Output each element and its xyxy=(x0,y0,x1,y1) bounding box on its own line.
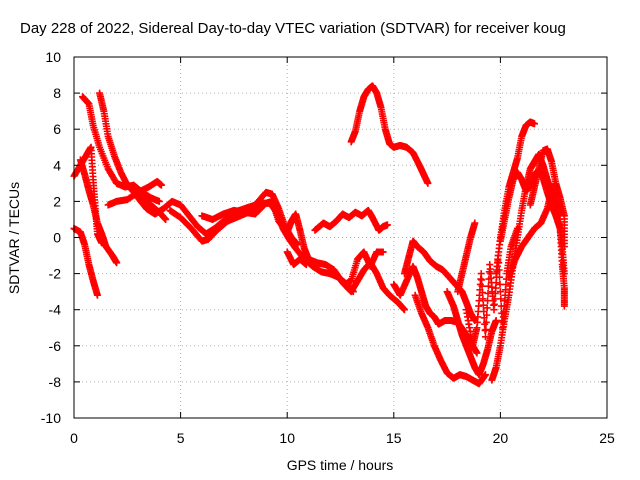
series-arc16 xyxy=(411,291,489,388)
data-series xyxy=(70,82,568,388)
data-point xyxy=(496,273,504,281)
x-tick-label: 15 xyxy=(386,430,402,446)
data-point xyxy=(492,317,500,325)
data-point xyxy=(477,270,485,278)
data-point xyxy=(400,306,408,314)
chart-title: Day 228 of 2022, Sidereal Day-to-day VTE… xyxy=(20,20,566,37)
series-arc19 xyxy=(462,224,521,350)
x-tick-label: 10 xyxy=(279,430,295,446)
series-arc11 xyxy=(311,206,391,234)
data-point xyxy=(531,120,539,128)
x-tick-label: 0 xyxy=(70,430,78,446)
series-arc12 xyxy=(334,248,387,288)
series-arc15 xyxy=(400,237,479,325)
data-point xyxy=(483,304,491,312)
data-point xyxy=(379,248,387,256)
data-point xyxy=(481,333,489,341)
data-point xyxy=(478,282,486,290)
series-arc13 xyxy=(347,82,432,187)
data-point xyxy=(483,311,491,319)
data-point xyxy=(484,282,492,290)
y-tick-label: 0 xyxy=(53,230,61,246)
data-point xyxy=(302,261,310,269)
series-arc8 xyxy=(166,199,357,296)
data-point xyxy=(473,349,481,357)
y-tick-label: -6 xyxy=(49,338,62,354)
data-point xyxy=(496,288,504,296)
series-arc24 xyxy=(526,145,568,310)
series-arc6 xyxy=(104,178,165,209)
data-point xyxy=(497,295,505,303)
x-axis-label: GPS time / hours xyxy=(287,457,394,473)
x-tick-label: 20 xyxy=(493,430,509,446)
y-tick-label: 8 xyxy=(53,85,61,101)
data-point xyxy=(481,326,489,334)
data-point xyxy=(482,318,490,326)
data-point xyxy=(157,181,165,189)
data-point xyxy=(383,221,391,229)
series-arc10 xyxy=(283,248,310,269)
data-point xyxy=(93,291,101,299)
data-point xyxy=(480,308,488,316)
data-point xyxy=(496,280,504,288)
series-arc18 xyxy=(454,219,479,296)
data-point xyxy=(471,219,479,227)
x-tick-label: 5 xyxy=(177,430,185,446)
y-tick-label: -10 xyxy=(41,410,61,426)
y-tick-label: -8 xyxy=(49,374,62,390)
series-arc2 xyxy=(76,156,121,267)
x-tick-label: 25 xyxy=(599,430,615,446)
y-tick-label: 4 xyxy=(53,157,61,173)
y-tick-label: 2 xyxy=(53,193,61,209)
data-point xyxy=(162,215,170,223)
data-point xyxy=(424,179,432,187)
data-point xyxy=(479,301,487,309)
series-arc17 xyxy=(443,288,500,379)
y-tick-label: -4 xyxy=(49,302,62,318)
y-tick-label: -2 xyxy=(49,266,62,282)
y-tick-label: 10 xyxy=(45,49,61,65)
axis-ticks: 0 5 10 15 20 25 -10 -8 -6 -4 -2 0 2 4 6 8 10 xyxy=(41,49,615,446)
y-tick-label: 6 xyxy=(53,121,61,137)
data-point xyxy=(484,289,492,297)
data-point xyxy=(481,371,489,379)
data-point xyxy=(478,276,486,284)
data-point xyxy=(560,302,568,310)
data-point xyxy=(478,289,486,297)
y-axis-label: SDTVAR / TECUs xyxy=(6,182,22,294)
data-point xyxy=(482,326,490,334)
data-point xyxy=(113,259,121,267)
data-point xyxy=(479,295,487,303)
data-point xyxy=(155,197,163,205)
